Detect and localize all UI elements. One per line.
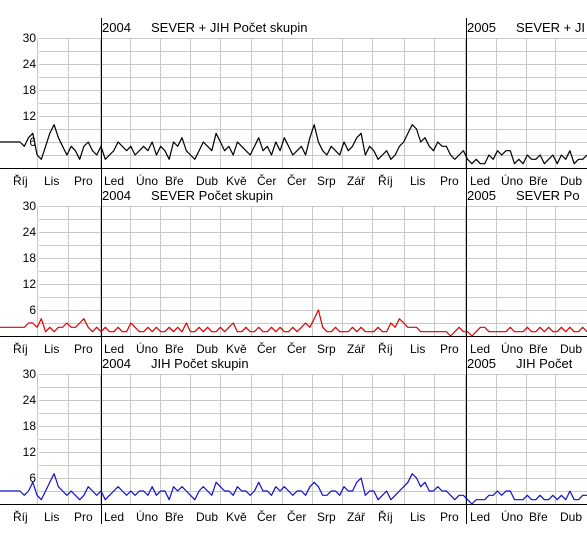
y-tick-label: 24 — [23, 57, 37, 71]
x-tick-label: Bře — [165, 510, 184, 524]
y-tick-label: 12 — [23, 277, 37, 291]
x-tick-label: Čer — [257, 341, 276, 356]
y-tick-label: 30 — [23, 31, 37, 45]
x-tick-label: Lis — [410, 342, 425, 356]
x-tick-label: Bře — [165, 174, 184, 188]
x-tick-label: Pro — [440, 174, 459, 188]
x-tick-label: Dub — [196, 174, 218, 188]
x-tick-label: Lis — [410, 510, 425, 524]
x-tick-label: Říj — [378, 341, 393, 356]
x-tick-label: Pro — [74, 342, 93, 356]
data-series-line — [19, 473, 587, 505]
x-tick-label: Pro — [74, 174, 93, 188]
x-tick-label: Pro — [74, 510, 93, 524]
y-tick-label: 30 — [23, 367, 37, 381]
x-tick-label: Úno — [501, 509, 523, 524]
panel-title: SEVER Počet skupin — [151, 188, 273, 203]
year-label: 2004 — [102, 20, 131, 35]
x-tick-label: Čer — [287, 173, 306, 188]
chart-panel-sever-jih: 6 12 18 24 30 2004 SEVER + JIH Počet skupin 200… — [0, 18, 587, 188]
y-tick-label: 6 — [29, 471, 36, 485]
x-tick-label: Čer — [257, 509, 276, 524]
year-label: 2005 — [467, 356, 496, 371]
data-series-line — [19, 124, 587, 165]
x-tick-label: Led — [470, 510, 490, 524]
y-tick-label: 6 — [29, 135, 36, 149]
x-tick-label: Říj — [13, 173, 28, 188]
year-label: 2005 — [467, 188, 496, 203]
x-tick-label: Dub — [560, 510, 582, 524]
x-tick-label: Říj — [378, 173, 393, 188]
x-tick-label: Pro — [440, 510, 459, 524]
y-tick-label: 24 — [23, 225, 37, 239]
x-tick-label: Led — [104, 342, 124, 356]
panel-title: SEVER + JI — [516, 20, 585, 35]
x-tick-label: Kvě — [226, 342, 247, 356]
x-tick-label: Říj — [378, 509, 393, 524]
x-tick-label: Bře — [529, 510, 548, 524]
chart-panel-jih: 6 12 18 24 30 2004 JIH Počet skupin 2005 JIH Poč… — [0, 354, 587, 524]
y-tick-label: 18 — [23, 419, 37, 433]
y-tick-label: 6 — [29, 303, 36, 317]
x-tick-label: Čer — [287, 509, 306, 524]
y-tick-label: 24 — [23, 393, 37, 407]
x-tick-label: Čer — [257, 173, 276, 188]
x-tick-label: Bře — [529, 174, 548, 188]
x-tick-label: Bře — [529, 342, 548, 356]
y-tick-label: 12 — [23, 445, 37, 459]
y-tick-label: 18 — [23, 83, 37, 97]
x-tick-label: Dub — [196, 510, 218, 524]
year-label: 2004 — [102, 188, 131, 203]
x-tick-label: Srp — [317, 342, 336, 356]
x-tick-label: Led — [104, 174, 124, 188]
panel-title: SEVER + JIH Počet skupin — [151, 20, 307, 35]
x-tick-label: Lis — [410, 174, 425, 188]
x-tick-label: Led — [470, 342, 490, 356]
panel-title: SEVER Po — [516, 188, 580, 203]
x-tick-label: Led — [470, 174, 490, 188]
x-tick-label: Dub — [196, 342, 218, 356]
x-tick-label: Zář — [347, 510, 366, 524]
x-tick-label: Úno — [136, 173, 158, 188]
x-tick-label: Lis — [44, 342, 59, 356]
y-tick-label: 12 — [23, 109, 37, 123]
x-tick-label: Srp — [317, 174, 336, 188]
x-tick-label: Dub — [560, 174, 582, 188]
x-tick-label: Úno — [501, 173, 523, 188]
year-label: 2004 — [102, 356, 131, 371]
x-tick-label: Úno — [501, 341, 523, 356]
x-tick-label: Úno — [136, 509, 158, 524]
x-tick-label: Kvě — [226, 174, 247, 188]
x-tick-label: Zář — [347, 174, 366, 188]
x-tick-label: Kvě — [226, 510, 247, 524]
panel-title: JIH Počet — [516, 356, 573, 371]
x-tick-label: Říj — [13, 341, 28, 356]
chart-panel-sever: 6 12 18 24 30 2004 SEVER Počet skupin 2005 SEVER… — [0, 186, 587, 356]
x-tick-label: Úno — [136, 341, 158, 356]
year-label: 2005 — [467, 20, 496, 35]
x-tick-label: Pro — [440, 342, 459, 356]
x-tick-label: Lis — [44, 510, 59, 524]
y-tick-label: 30 — [23, 199, 37, 213]
x-tick-label: Říj — [13, 509, 28, 524]
x-tick-label: Bře — [165, 342, 184, 356]
x-tick-label: Srp — [317, 510, 336, 524]
data-series-line — [20, 309, 587, 337]
x-tick-label: Led — [104, 510, 124, 524]
panel-title: JIH Počet skupin — [151, 356, 249, 371]
x-tick-label: Dub — [560, 342, 582, 356]
x-tick-label: Čer — [287, 341, 306, 356]
x-tick-label: Lis — [44, 174, 59, 188]
y-tick-label: 18 — [23, 251, 37, 265]
x-tick-label: Zář — [347, 342, 366, 356]
